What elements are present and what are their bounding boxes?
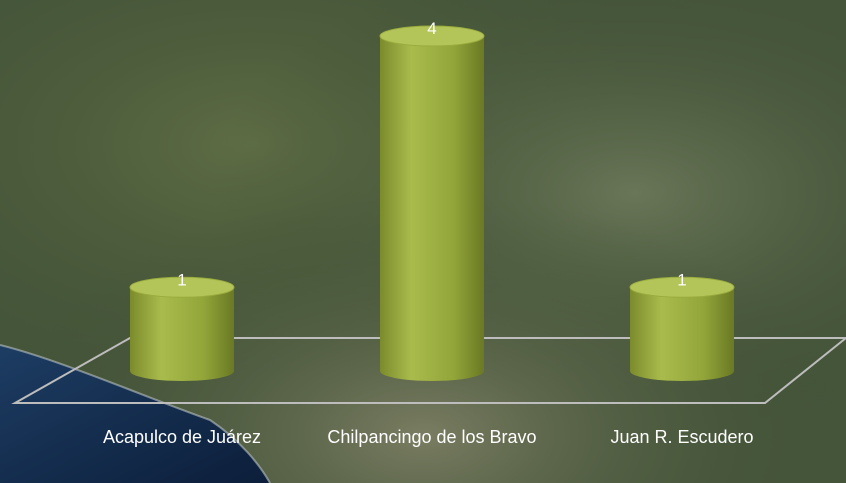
x-tick-label: Acapulco de Juárez	[62, 425, 302, 449]
cylinder	[380, 36, 484, 381]
cylinder	[630, 287, 734, 381]
data-label: 1	[177, 270, 186, 289]
x-tick-label: Chilpancingo de los Bravo	[312, 425, 552, 449]
x-tick-label: Juan R. Escudero	[562, 425, 802, 449]
chart-canvas: 1 4 1	[0, 0, 846, 483]
chart: 1 4 1 Acapulco de Juárez Chilpancingo de lo…	[0, 0, 846, 483]
data-label: 4	[427, 19, 436, 38]
data-label: 1	[677, 270, 686, 289]
cylinder	[130, 287, 234, 381]
